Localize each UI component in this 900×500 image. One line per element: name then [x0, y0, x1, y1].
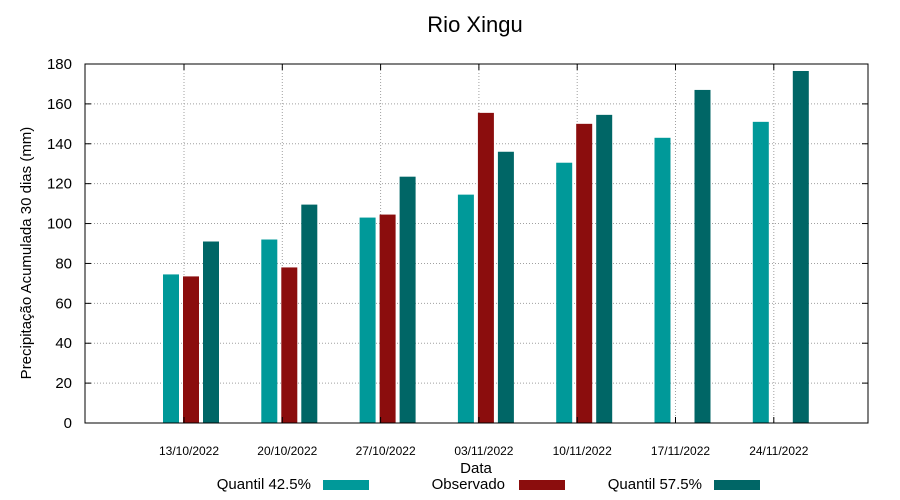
chart-title: Rio Xingu — [427, 12, 522, 37]
bar — [163, 274, 179, 423]
bar — [457, 194, 474, 423]
bar — [203, 241, 219, 423]
bar — [752, 121, 769, 423]
x-axis-label: Data — [460, 460, 492, 477]
y-tick-label: 80 — [55, 255, 72, 272]
legend-label: Observado — [432, 476, 505, 493]
bar — [792, 70, 809, 423]
x-tick-label: 17/11/2022 — [651, 444, 710, 458]
bar — [694, 89, 711, 423]
bar — [596, 114, 613, 423]
legend-swatch — [323, 480, 369, 490]
y-tick-label: 60 — [55, 295, 72, 312]
y-tick-label: 0 — [64, 415, 72, 432]
x-tick-label: 13/10/2022 — [159, 444, 219, 458]
y-tick-label: 100 — [47, 216, 72, 233]
y-tick-label: 180 — [47, 56, 72, 73]
bars — [163, 70, 809, 424]
y-tick-label: 120 — [47, 176, 72, 193]
grid-lines — [85, 64, 868, 423]
bar — [576, 123, 593, 423]
legend-label: Quantil 42.5% — [217, 476, 311, 493]
y-tick-label: 20 — [55, 375, 72, 392]
x-axis-ticks: 13/10/2022 20/10/2022 27/10/2022 03/11/2022… — [159, 64, 809, 458]
bar — [359, 217, 376, 423]
bar — [379, 214, 396, 423]
y-tick-label: 140 — [47, 136, 72, 153]
legend: Quantil 42.5% Observado Quantil 57.5% — [217, 476, 760, 493]
legend-swatch — [714, 480, 760, 490]
x-tick-label: 03/11/2022 — [454, 444, 513, 458]
plot-frame — [84, 63, 869, 424]
bar — [497, 151, 514, 423]
y-tick-label: 160 — [47, 96, 72, 113]
y-axis-ticks: 0 20 40 60 80 100 120 140 160 180 — [47, 56, 868, 432]
y-tick-label: 40 — [55, 335, 72, 352]
x-tick-label: 24/11/2022 — [749, 444, 808, 458]
bar — [261, 239, 278, 423]
bar — [399, 176, 416, 423]
bar — [301, 204, 318, 423]
bar — [477, 112, 494, 423]
bar — [183, 276, 199, 423]
bar — [556, 162, 573, 423]
x-tick-label: 10/11/2022 — [553, 444, 612, 458]
y-axis-label: Precipitação Acumulada 30 dias (mm) — [18, 127, 35, 380]
bar — [654, 137, 671, 424]
legend-swatch — [519, 480, 565, 490]
x-tick-label: 27/10/2022 — [356, 444, 416, 458]
x-tick-label: 20/10/2022 — [257, 444, 317, 458]
legend-label: Quantil 57.5% — [608, 476, 702, 493]
bar — [281, 267, 298, 423]
